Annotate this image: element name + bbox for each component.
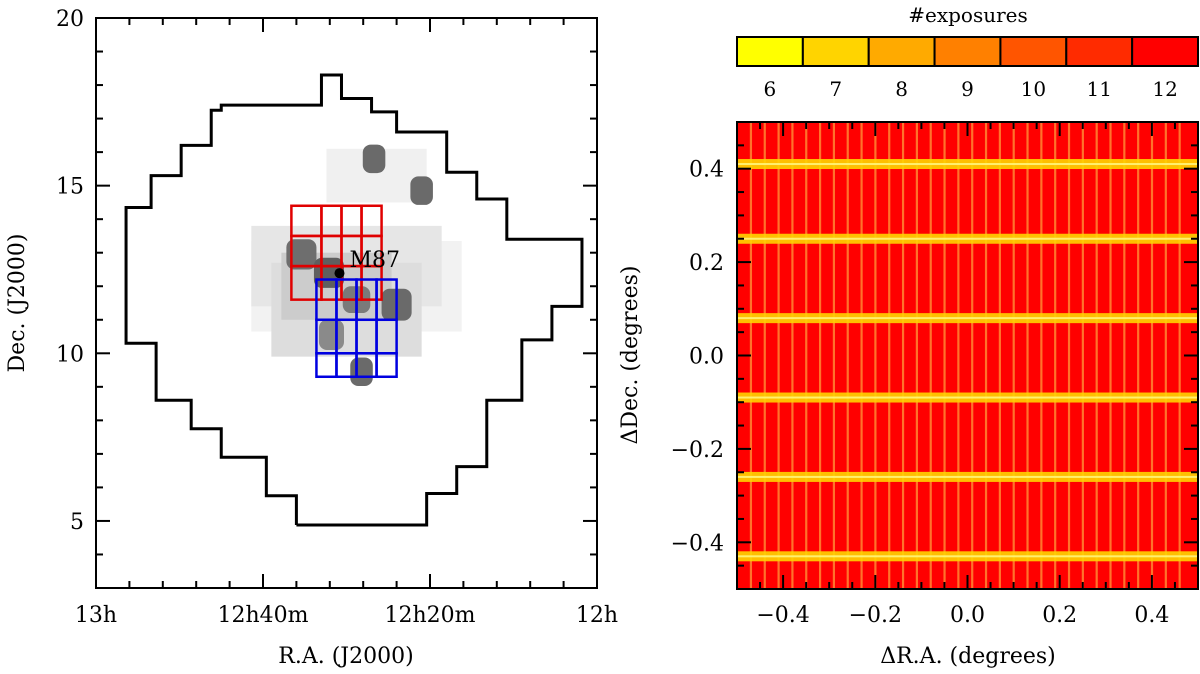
- m87-marker: [334, 268, 345, 279]
- field-patch-5: [410, 176, 433, 205]
- left-axis-ticks: 13h 12h40m 12h20m 12h 5 10 15 20: [56, 7, 618, 628]
- left-plot-frame: [95, 17, 598, 589]
- heatmap-horizontal-band-core: [737, 317, 1198, 320]
- heatmap-vertical-band: [874, 122, 877, 589]
- heatmap-vertical-band: [943, 122, 946, 589]
- x-tick-label: 12h20m: [384, 603, 475, 628]
- red-pointing-cell: [360, 204, 383, 238]
- heatmap-vertical-band: [929, 122, 932, 589]
- field-patch-4: [362, 144, 386, 174]
- heatmap-vertical-band: [1067, 122, 1071, 589]
- colorbar-title: #exposures: [908, 3, 1028, 27]
- colorbar-label: 7: [829, 77, 842, 101]
- heatmap-vertical-band: [901, 122, 905, 589]
- x-tick-label: 12h: [576, 603, 618, 628]
- field-patch-7: [318, 319, 344, 350]
- x-tick-label: 13h: [75, 603, 117, 628]
- heatmap-vertical-band: [832, 122, 836, 589]
- heatmap-vertical-band: [1054, 122, 1057, 589]
- heatmap-vertical-band: [1137, 122, 1140, 589]
- colorbar: #exposures 6 7 8 9 10 11 12: [736, 3, 1199, 101]
- exposure-heatmap: [737, 122, 1198, 589]
- heatmap-vertical-band: [1040, 122, 1043, 589]
- colorbar-cell-12: [1131, 36, 1199, 67]
- left-y-axis-label: Dec. (J2000): [5, 234, 30, 373]
- ddec-tick-label: 0.0: [689, 345, 724, 370]
- heatmap-vertical-band: [1012, 122, 1015, 589]
- dx-tick-label: −0.4: [756, 603, 809, 628]
- heatmap-vertical-band: [777, 122, 780, 589]
- dx-tick-label: −0.2: [849, 603, 902, 628]
- ddec-tick-label: −0.2: [671, 438, 724, 463]
- heatmap-horizontal-band-core: [737, 475, 1198, 478]
- blue-pointing-cell: [375, 278, 398, 322]
- heatmap-vertical-band: [1123, 122, 1126, 589]
- heatmap-vertical-band: [1109, 122, 1112, 589]
- colorbar-cell-8: [867, 36, 936, 67]
- field-patch-6: [350, 357, 373, 386]
- dx-tick-label: 0.0: [950, 603, 985, 628]
- heatmap-background: [737, 122, 1198, 589]
- colorbar-label: 11: [1086, 77, 1111, 101]
- heatmap-vertical-band: [763, 122, 766, 589]
- left-x-axis-label: R.A. (J2000): [278, 644, 413, 669]
- colorbar-cell-10: [999, 36, 1068, 67]
- right-x-axis-label: ΔR.A. (degrees): [880, 644, 1056, 669]
- blue-pointing-cell: [375, 352, 398, 379]
- field-patch-0: [286, 239, 317, 270]
- colorbar-label: 6: [764, 77, 777, 101]
- heatmap-vertical-band: [984, 122, 988, 589]
- colorbar-label: 8: [895, 77, 908, 101]
- heatmap-vertical-band: [1178, 122, 1181, 589]
- ddec-tick-label: −0.4: [671, 531, 724, 556]
- y-tick-label: 15: [56, 175, 84, 200]
- heatmap-horizontal-band-core: [737, 237, 1198, 240]
- heatmap-vertical-band: [1095, 122, 1098, 589]
- right-axis-ticks: −0.4 −0.2 0.0 0.2 0.4 −0.4 −0.2 0.0 0.2 0.4: [671, 121, 1199, 628]
- left-panel: 13h 12h40m 12h20m 12h 5 10 15 20 R.A. (J2000) D…: [5, 7, 618, 669]
- right-y-axis-label: ΔDec. (degrees): [618, 265, 643, 444]
- colorbar-cells: 6 7 8 9 10 11 12: [736, 36, 1199, 101]
- heatmap-vertical-band: [791, 122, 794, 589]
- survey-outline: [124, 73, 584, 527]
- heatmap-vertical-band: [1081, 122, 1084, 589]
- heatmap-vertical-band: [957, 122, 960, 589]
- left-plot-content: [124, 73, 584, 527]
- colorbar-label: 12: [1152, 77, 1177, 101]
- heatmap-vertical-band: [1164, 122, 1167, 589]
- colorbar-cell-11: [1065, 36, 1134, 67]
- right-panel: −0.4 −0.2 0.0 0.2 0.4 −0.4 −0.2 0.0 0.2 0.4 ΔR.A.…: [618, 121, 1199, 669]
- blue-pointing-cell: [315, 352, 338, 379]
- colorbar-cell-7: [801, 36, 870, 67]
- heatmap-vertical-band: [1026, 122, 1029, 589]
- heatmap-vertical-band: [818, 122, 822, 589]
- colorbar-label: 9: [961, 77, 974, 101]
- heatmap-vertical-band: [888, 122, 891, 589]
- x-tick-label: 12h40m: [217, 603, 308, 628]
- heatmap-vertical-band: [1150, 122, 1154, 589]
- ddec-tick-label: 0.2: [689, 251, 724, 276]
- heatmap-vertical-band: [846, 122, 849, 589]
- y-tick-label: 5: [70, 510, 84, 535]
- heatmap-vertical-band: [805, 122, 808, 589]
- m87-label: M87: [349, 248, 400, 273]
- colorbar-cell-6: [736, 36, 804, 67]
- heatmap-horizontal-band-core: [737, 396, 1198, 399]
- heatmap-vertical-band: [915, 122, 918, 589]
- heatmap-vertical-band: [860, 122, 863, 589]
- heatmap-vertical-band: [971, 122, 974, 589]
- y-tick-label: 10: [56, 342, 84, 367]
- heatmap-horizontal-band-core: [737, 163, 1198, 166]
- dx-tick-label: 0.4: [1134, 603, 1169, 628]
- heatmap-horizontal-band-core: [737, 555, 1198, 558]
- heatmap-vertical-band: [998, 122, 1001, 589]
- colorbar-label: 10: [1021, 77, 1046, 101]
- colorbar-cell-9: [933, 36, 1002, 67]
- y-tick-label: 20: [56, 7, 84, 32]
- dx-tick-label: 0.2: [1042, 603, 1077, 628]
- ddec-tick-label: 0.4: [689, 158, 724, 183]
